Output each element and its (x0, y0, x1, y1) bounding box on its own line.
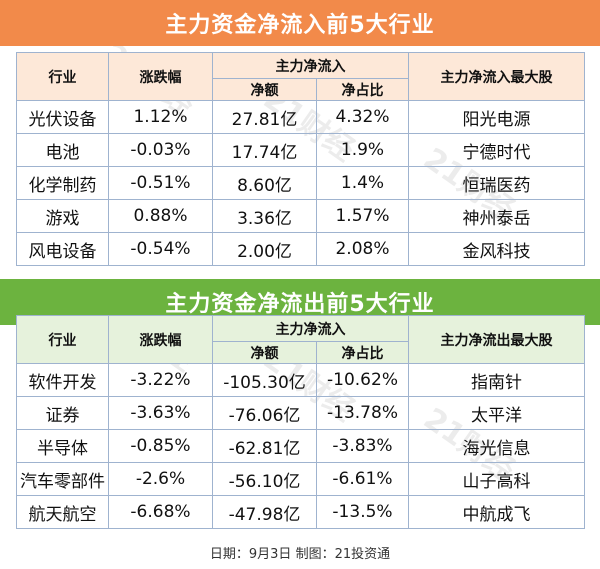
cell-ratio: -6.61% (316, 462, 409, 496)
cell-stock: 海光信息 (408, 429, 585, 463)
cell-stock: 中航成飞 (408, 495, 585, 529)
cell-amount: 3.36亿 (212, 199, 317, 233)
cell-amount: 8.60亿 (212, 166, 317, 200)
cell-industry: 汽车零部件 (16, 462, 109, 496)
header-net-amount: 净额 (212, 78, 317, 101)
cell-ratio: -13.78% (316, 396, 409, 430)
cell-change: -0.85% (108, 429, 213, 463)
header-main-flow: 主力净流入 (212, 52, 409, 79)
cell-amount: -76.06亿 (212, 396, 317, 430)
cell-industry: 化学制药 (16, 166, 109, 200)
table-row: 电池 -0.03% 17.74亿 1.9% 宁德时代 (16, 133, 585, 167)
cell-industry: 光伏设备 (16, 100, 109, 134)
cell-amount: -62.81亿 (212, 429, 317, 463)
cell-change: -0.03% (108, 133, 213, 167)
cell-stock: 宁德时代 (408, 133, 585, 167)
cell-ratio: -10.62% (316, 363, 409, 397)
cell-ratio: -13.5% (316, 495, 409, 529)
header-net-ratio: 净占比 (316, 341, 409, 364)
table-row: 汽车零部件 -2.6% -56.10亿 -6.61% 山子高科 (16, 462, 585, 496)
table-row: 航天航空 -6.68% -47.98亿 -13.5% 中航成飞 (16, 495, 585, 529)
table-row: 化学制药 -0.51% 8.60亿 1.4% 恒瑞医药 (16, 166, 585, 200)
header-main-flow: 主力净流入 (212, 315, 409, 342)
cell-ratio: 1.57% (316, 199, 409, 233)
inflow-table: 行业 涨跌幅 主力净流入 主力净流入最大股 净额 净占比 光伏设备 1.12% … (16, 52, 585, 266)
cell-industry: 电池 (16, 133, 109, 167)
cell-stock: 太平洋 (408, 396, 585, 430)
cell-industry: 风电设备 (16, 232, 109, 266)
cell-industry: 半导体 (16, 429, 109, 463)
cell-ratio: 1.4% (316, 166, 409, 200)
header-change: 涨跌幅 (108, 315, 213, 364)
table-row: 光伏设备 1.12% 27.81亿 4.32% 阳光电源 (16, 100, 585, 134)
cell-ratio: 1.9% (316, 133, 409, 167)
cell-amount: -56.10亿 (212, 462, 317, 496)
cell-ratio: 4.32% (316, 100, 409, 134)
header-net-amount: 净额 (212, 341, 317, 364)
inflow-title-banner: 主力资金净流入前5大行业 (0, 0, 600, 46)
cell-change: -0.54% (108, 232, 213, 266)
cell-amount: 17.74亿 (212, 133, 317, 167)
cell-industry: 软件开发 (16, 363, 109, 397)
table-row: 软件开发 -3.22% -105.30亿 -10.62% 指南针 (16, 363, 585, 397)
cell-change: 0.88% (108, 199, 213, 233)
cell-ratio: -3.83% (316, 429, 409, 463)
cell-industry: 航天航空 (16, 495, 109, 529)
header-change: 涨跌幅 (108, 52, 213, 101)
cell-stock: 指南针 (408, 363, 585, 397)
cell-amount: 27.81亿 (212, 100, 317, 134)
cell-amount: -105.30亿 (212, 363, 317, 397)
cell-change: -2.6% (108, 462, 213, 496)
header-net-ratio: 净占比 (316, 78, 409, 101)
footer-credit: 日期：9月3日 制图：21投资通 (209, 546, 391, 562)
outflow-table: 行业 涨跌幅 主力净流入 主力净流出最大股 净额 净占比 软件开发 -3.22%… (16, 315, 585, 529)
cell-stock: 神州泰岳 (408, 199, 585, 233)
table-row: 游戏 0.88% 3.36亿 1.57% 神州泰岳 (16, 199, 585, 233)
cell-stock: 阳光电源 (408, 100, 585, 134)
header-top-stock: 主力净流出最大股 (408, 315, 585, 364)
cell-amount: 2.00亿 (212, 232, 317, 266)
cell-stock: 恒瑞医药 (408, 166, 585, 200)
table-row: 半导体 -0.85% -62.81亿 -3.83% 海光信息 (16, 429, 585, 463)
cell-change: 1.12% (108, 100, 213, 134)
cell-industry: 游戏 (16, 199, 109, 233)
cell-amount: -47.98亿 (212, 495, 317, 529)
table-row: 风电设备 -0.54% 2.00亿 2.08% 金风科技 (16, 232, 585, 266)
header-industry: 行业 (16, 315, 109, 364)
cell-change: -3.63% (108, 396, 213, 430)
cell-change: -3.22% (108, 363, 213, 397)
cell-industry: 证券 (16, 396, 109, 430)
cell-stock: 金风科技 (408, 232, 585, 266)
header-top-stock: 主力净流入最大股 (408, 52, 585, 101)
cell-ratio: 2.08% (316, 232, 409, 266)
header-industry: 行业 (16, 52, 109, 101)
cell-stock: 山子高科 (408, 462, 585, 496)
cell-change: -6.68% (108, 495, 213, 529)
table-row: 证券 -3.63% -76.06亿 -13.78% 太平洋 (16, 396, 585, 430)
cell-change: -0.51% (108, 166, 213, 200)
